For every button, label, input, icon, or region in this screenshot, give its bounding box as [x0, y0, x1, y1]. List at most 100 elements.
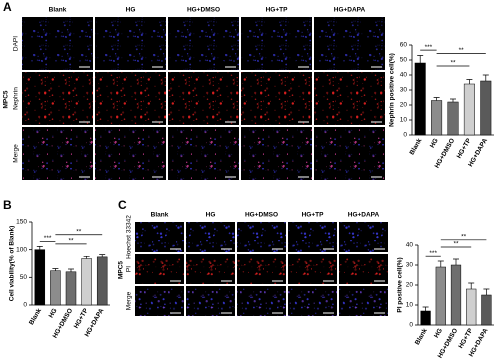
scale-bar-label: 50 μm	[171, 306, 181, 310]
bar	[463, 83, 475, 136]
scale-bar-label: 50 μm	[222, 114, 236, 120]
micrograph-signal	[237, 254, 286, 284]
y-tick-label: 20	[406, 282, 414, 289]
error-bar	[437, 260, 444, 267]
row-label: Hoechst 33342	[126, 215, 133, 259]
y-tick-label: 50	[400, 57, 408, 64]
error-bar	[422, 306, 429, 311]
x-tick-label: HG	[48, 307, 59, 319]
scale-bar-label: 50 μm	[149, 114, 163, 120]
bar	[420, 310, 431, 326]
significance-label: **	[76, 228, 82, 235]
scale-bar-label: 50 μm	[171, 242, 181, 246]
y-tick-label: 10	[406, 302, 414, 309]
x-tick-label: Blank	[414, 327, 429, 346]
scale-bar-label: 50 μm	[222, 306, 232, 310]
micrograph-signal	[288, 286, 337, 316]
significance-label: **	[450, 60, 456, 67]
panel-label: C	[118, 198, 127, 212]
micrograph-signal	[339, 222, 388, 252]
row-label: Merge	[13, 144, 20, 163]
micrograph-signal	[135, 222, 184, 252]
scale-bar-label: 50 μm	[222, 242, 232, 246]
scale-bar-label: 50 μm	[149, 59, 163, 65]
scale-bar-label: 50 μm	[273, 242, 283, 246]
significance-label: ***	[44, 235, 52, 242]
scale-bar-label: 50 μm	[273, 306, 283, 310]
scale-bar-label: 50 μm	[368, 169, 382, 175]
column-header: HG+DMSO	[187, 7, 220, 14]
scale-bar-label: 50 μm	[76, 114, 90, 120]
scale-bar-label: 50 μm	[295, 169, 309, 175]
error-bar	[68, 268, 74, 272]
micrograph-signal	[95, 127, 166, 180]
micrograph-signal	[339, 286, 388, 316]
row-label: Merge	[126, 291, 133, 310]
micrograph-signal	[314, 127, 385, 180]
error-bar	[99, 254, 106, 257]
scale-bar-label: 50 μm	[222, 169, 236, 175]
bar	[414, 62, 426, 136]
scale-bar-label: 50 μm	[171, 274, 181, 278]
y-tick-label: 40	[400, 72, 408, 79]
column-header: HG+DAPA	[334, 7, 366, 14]
micrograph-signal	[186, 286, 235, 316]
bar	[435, 266, 446, 326]
column-header: HG+DAPA	[348, 212, 380, 219]
bar	[466, 288, 477, 326]
error-bar	[453, 258, 459, 265]
error-bar	[36, 245, 43, 250]
micrograph-signal	[168, 127, 239, 180]
row-label: PI	[126, 266, 133, 272]
column-header: HG+TP	[266, 7, 289, 14]
y-tick-label: 150	[16, 219, 27, 226]
error-bar	[83, 255, 90, 259]
micrograph-signal	[95, 17, 166, 70]
bar	[481, 294, 492, 326]
bar	[65, 271, 77, 306]
micrograph-signal	[22, 127, 93, 180]
significance-label: **	[68, 238, 74, 245]
scale-bar-label: 50 μm	[324, 306, 334, 310]
micrograph-signal	[314, 72, 385, 125]
column-header: HG+DMSO	[245, 212, 278, 219]
x-tick-label: Blank	[28, 307, 43, 326]
micrograph-signal	[186, 222, 235, 252]
micrograph-signal	[241, 17, 312, 70]
error-bar	[468, 282, 475, 289]
micrograph-signal	[95, 72, 166, 125]
scale-bar-label: 50 μm	[375, 274, 385, 278]
y-tick-label: 40	[406, 242, 414, 249]
micrograph-signal	[288, 254, 337, 284]
significance-label: ***	[429, 250, 437, 257]
y-tick-label: 100	[16, 246, 27, 253]
micrograph-signal	[237, 222, 286, 252]
cell-line-label: MPC5	[118, 261, 125, 279]
scale-bar-label: 50 μm	[368, 114, 382, 120]
significance-label: ***	[425, 44, 433, 51]
micrograph-signal	[339, 254, 388, 284]
bar	[34, 249, 46, 306]
bar	[50, 270, 61, 306]
scale-bar-label: 50 μm	[76, 169, 90, 175]
bar	[447, 101, 459, 136]
y-tick-label: 10	[400, 117, 408, 124]
micrograph-signal	[168, 72, 239, 125]
micrograph-signal	[168, 17, 239, 70]
scale-bar-label: 50 μm	[76, 59, 90, 65]
micrograph-signal	[135, 254, 184, 284]
row-label: DAPI	[13, 36, 20, 51]
column-header: Blank	[151, 212, 169, 219]
micrograph-signal	[237, 286, 286, 316]
micrograph-signal	[241, 72, 312, 125]
scale-bar-label: 50 μm	[324, 242, 334, 246]
y-axis-label: Cell viability(% of Blank)	[9, 226, 16, 302]
scale-bar-label: 50 μm	[149, 169, 163, 175]
micrograph-signal	[314, 17, 385, 70]
scale-bar-label: 50 μm	[295, 59, 309, 65]
error-bar	[450, 98, 456, 102]
error-bar	[483, 288, 490, 295]
bar	[81, 258, 92, 306]
column-header: Blank	[49, 7, 67, 14]
significance-label: **	[453, 241, 459, 248]
